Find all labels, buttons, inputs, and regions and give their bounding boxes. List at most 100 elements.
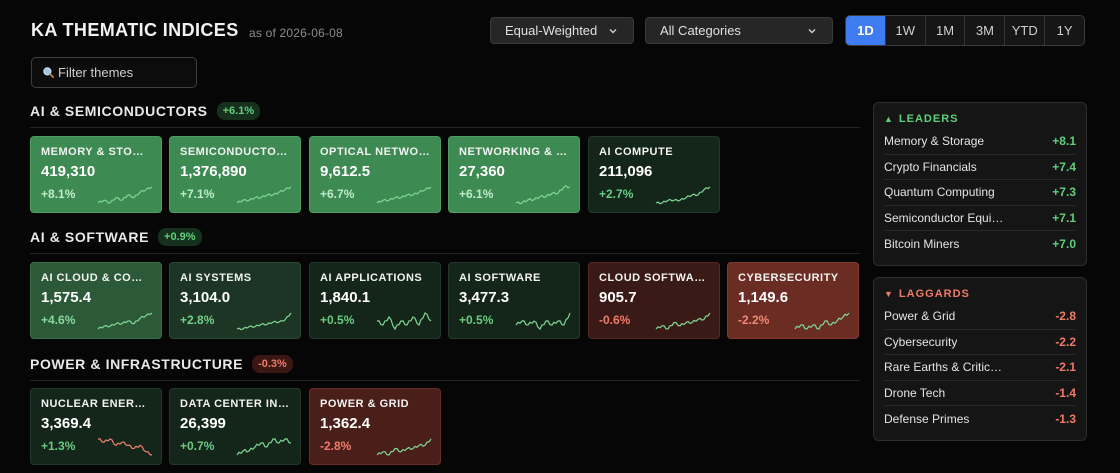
tile-change: +6.7% [320, 187, 355, 201]
weighting-select-value: Equal-Weighted [505, 23, 598, 38]
period-tab-ytd[interactable]: YTD [1005, 16, 1046, 45]
tile-name: AI SOFTWARE [459, 272, 541, 284]
row-name: Quantum Computing [884, 185, 995, 200]
section-change-badge: +0.9% [158, 228, 202, 246]
leader-row[interactable]: Memory & Storage +8.1 [884, 129, 1076, 155]
row-name: Defense Primes [884, 411, 970, 426]
row-name: Memory & Storage [884, 134, 985, 149]
tile-value: 211,096 [599, 163, 653, 180]
laggard-row[interactable]: Cybersecurity -2.2 [884, 330, 1076, 355]
section-divider [30, 253, 860, 254]
tile-change: +7.1% [180, 187, 215, 201]
weighting-select[interactable]: Equal-Weighted [490, 17, 634, 44]
laggard-row[interactable]: Power & Grid -2.8 [884, 304, 1076, 330]
tile-value: 3,477.3 [459, 289, 510, 306]
sparkline [655, 186, 711, 205]
sparkline-path [376, 312, 432, 331]
sparkline-path [236, 438, 292, 456]
tile-value: 1,840.1 [320, 289, 371, 306]
tile-name: POWER & GRID [320, 398, 410, 410]
section-title: AI & SOFTWARE [30, 229, 150, 245]
sparkline [97, 186, 153, 204]
tile-change: +8.1% [41, 187, 76, 201]
leader-row[interactable]: Semiconductor Equi… +7.1 [884, 206, 1076, 231]
theme-tile[interactable]: AI CLOUD & COM… 1,575.4 +4.6% [30, 262, 162, 339]
theme-tile[interactable]: AI SYSTEMS 3,104.0 +2.8% [169, 262, 301, 339]
row-change: -2.1 [1055, 360, 1076, 375]
as-of-date: as of 2026-06-08 [249, 26, 343, 40]
tile-change: -2.8% [320, 439, 352, 453]
theme-tile[interactable]: CYBERSECURITY 1,149.6 -2.2% [727, 262, 859, 339]
theme-tile[interactable]: CLOUD SOFTWARE 905.7 -0.6% [588, 262, 720, 339]
theme-tile[interactable]: AI SOFTWARE 3,477.3 +0.5% [448, 262, 580, 339]
tile-name: NUCLEAR ENERGY [41, 398, 151, 410]
sparkline [794, 312, 850, 330]
laggard-row[interactable]: Defense Primes -1.3 [884, 406, 1076, 432]
sparkline [97, 312, 153, 330]
sparkline [515, 312, 571, 330]
theme-tile[interactable]: AI COMPUTE 211,096 +2.7% [588, 136, 720, 213]
sparkline-path [376, 438, 432, 456]
theme-tile[interactable]: AI APPLICATIONS 1,840.1 +0.5% [309, 262, 441, 339]
category-select[interactable]: All Categories [645, 17, 833, 44]
leader-row[interactable]: Quantum Computing +7.3 [884, 180, 1076, 206]
tile-value: 3,369.4 [41, 415, 92, 432]
leader-row[interactable]: Bitcoin Miners +7.0 [884, 231, 1076, 257]
period-tab-1d[interactable]: 1D [846, 16, 886, 45]
sparkline-path [236, 186, 292, 204]
section-header: POWER & INFRASTRUCTURE -0.3% [30, 355, 293, 373]
tile-change: +6.1% [459, 187, 494, 201]
theme-tile[interactable]: SEMICONDUCTO… 1,376,890 +7.1% [169, 136, 301, 213]
sparkline-path [376, 186, 432, 204]
tile-value: 1,575.4 [41, 289, 92, 306]
period-tab-1m[interactable]: 1M [926, 16, 966, 45]
sparkline [376, 312, 432, 331]
row-name: Cybersecurity [884, 334, 958, 349]
leaders-panel: ▲ LEADERS Memory & Storage +8.1 Crypto Fin… [873, 102, 1087, 266]
period-tab-1y[interactable]: 1Y [1056, 23, 1073, 38]
tile-change: -0.6% [599, 313, 631, 327]
tile-change: +1.3% [41, 439, 76, 453]
triangle-up-icon: ▲ [884, 113, 894, 124]
section-title: AI & SEMICONDUCTORS [30, 103, 208, 119]
period-tab-1w[interactable]: 1W [886, 16, 926, 45]
theme-tile[interactable]: DATA CENTER IN… 26,399 +0.7% [169, 388, 301, 465]
tile-value: 905.7 [599, 289, 637, 306]
row-change: +7.4 [1052, 159, 1076, 174]
row-name: Rare Earths & Critic… [884, 360, 1003, 375]
tile-value: 26,399 [180, 415, 226, 432]
section-title: POWER & INFRASTRUCTURE [30, 356, 244, 372]
theme-tile[interactable]: POWER & GRID 1,362.4 -2.8% [309, 388, 441, 465]
filter-placeholder: Filter themes [58, 65, 134, 80]
tile-value: 1,149.6 [738, 289, 789, 306]
tile-name: AI CLOUD & COM… [41, 272, 151, 284]
theme-tile[interactable]: MEMORY & STOR… 419,310 +8.1% [30, 136, 162, 213]
category-select-value: All Categories [660, 23, 741, 38]
sparkline [97, 438, 153, 456]
tile-change: +2.7% [599, 187, 634, 201]
tile-value: 27,360 [459, 163, 505, 180]
row-change: -1.3 [1055, 411, 1076, 426]
tile-name: AI COMPUTE [599, 146, 674, 158]
laggard-row[interactable]: Drone Tech -1.4 [884, 381, 1076, 406]
section-divider [30, 127, 860, 128]
laggards-header: ▼ LAGGARDS [884, 286, 1076, 301]
chevron-down-icon [808, 28, 816, 33]
sparkline [376, 438, 432, 456]
filter-themes-input[interactable]: Filter themes [31, 57, 197, 88]
row-change: +7.0 [1052, 236, 1076, 251]
period-selector: 1D 1W 1M 3M YTD 1Y [845, 15, 1085, 46]
tile-value: 1,362.4 [320, 415, 371, 432]
sparkline-path [97, 312, 153, 330]
sparkline [236, 438, 292, 456]
period-tab-3m[interactable]: 3M [965, 16, 1006, 45]
row-change: -2.8 [1055, 309, 1076, 324]
theme-tile[interactable]: NETWORKING & I… 27,360 +6.1% [448, 136, 580, 213]
theme-tile[interactable]: OPTICAL NETWO… 9,612.5 +6.7% [309, 136, 441, 213]
laggard-row[interactable]: Rare Earths & Critic… -2.1 [884, 355, 1076, 381]
theme-tile[interactable]: NUCLEAR ENERGY 3,369.4 +1.3% [30, 388, 162, 465]
leader-row[interactable]: Crypto Financials +7.4 [884, 155, 1076, 180]
chevron-down-icon [609, 28, 617, 33]
row-change: -2.2 [1055, 334, 1076, 349]
row-name: Semiconductor Equi… [884, 210, 1004, 225]
